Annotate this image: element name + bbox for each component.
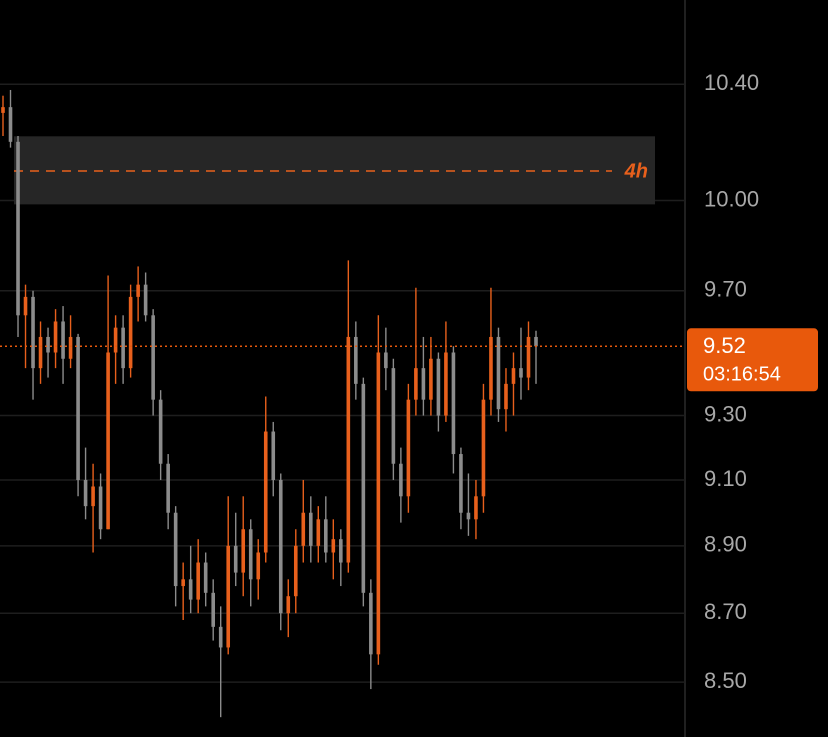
body (83, 479, 88, 507)
body (98, 486, 103, 530)
body (218, 626, 223, 648)
body (128, 296, 133, 369)
y-tick-label: 9.30 (704, 401, 747, 426)
y-tick-label: 9.10 (704, 466, 747, 491)
body (331, 539, 336, 553)
body (46, 336, 50, 353)
body (301, 512, 306, 546)
body (481, 399, 486, 497)
body (271, 431, 276, 480)
body (151, 315, 155, 400)
body (511, 368, 516, 384)
body (16, 141, 20, 316)
body (173, 512, 178, 587)
y-tick-label: 10.00 (704, 186, 759, 211)
last-price-box (687, 328, 818, 392)
body (31, 296, 35, 369)
body (278, 479, 283, 614)
body (23, 296, 28, 316)
body (158, 399, 163, 464)
body (196, 562, 200, 600)
body (181, 579, 185, 587)
body (406, 399, 411, 497)
body (1, 107, 5, 113)
body (459, 454, 463, 513)
body (534, 336, 538, 347)
body (489, 336, 493, 400)
body (308, 512, 313, 546)
body (136, 284, 140, 297)
body (504, 383, 508, 410)
body (429, 358, 433, 400)
body (376, 352, 381, 655)
body (346, 336, 351, 563)
body (444, 352, 448, 416)
body (143, 284, 148, 316)
body (53, 321, 58, 353)
body (263, 431, 268, 553)
body (106, 352, 110, 530)
body (361, 383, 366, 593)
body (241, 529, 246, 573)
body (384, 352, 388, 369)
body (496, 336, 501, 410)
body (399, 463, 403, 497)
y-tick-label: 8.90 (704, 532, 747, 557)
body (466, 512, 471, 520)
body (113, 327, 118, 353)
body (76, 336, 80, 480)
body (339, 539, 343, 563)
y-tick-label: 9.70 (704, 277, 747, 302)
body (519, 368, 523, 378)
y-tick-label: 10.40 (704, 70, 759, 95)
body (316, 519, 321, 546)
body (474, 496, 478, 520)
last-price-label: 9.52 (703, 333, 746, 358)
body (203, 562, 208, 593)
body (226, 545, 231, 648)
body (91, 486, 95, 507)
body (526, 336, 531, 378)
body (61, 321, 65, 359)
zone-label: 4h (624, 160, 648, 182)
body (188, 579, 193, 600)
body (293, 545, 298, 597)
body (354, 336, 358, 384)
body (451, 352, 456, 455)
body (121, 327, 125, 369)
body (166, 463, 170, 513)
body (256, 552, 261, 580)
body (421, 368, 426, 400)
body (211, 592, 215, 627)
body (68, 336, 73, 359)
body (8, 107, 13, 142)
body (248, 529, 253, 580)
body (436, 358, 441, 416)
body (414, 368, 418, 400)
body (38, 336, 43, 369)
body (391, 368, 396, 464)
countdown-label: 03:16:54 (703, 364, 781, 386)
body (369, 592, 373, 655)
body (233, 545, 238, 573)
body (286, 596, 291, 614)
y-tick-label: 8.50 (704, 668, 747, 693)
y-tick-label: 8.70 (704, 599, 747, 624)
body (324, 519, 328, 553)
